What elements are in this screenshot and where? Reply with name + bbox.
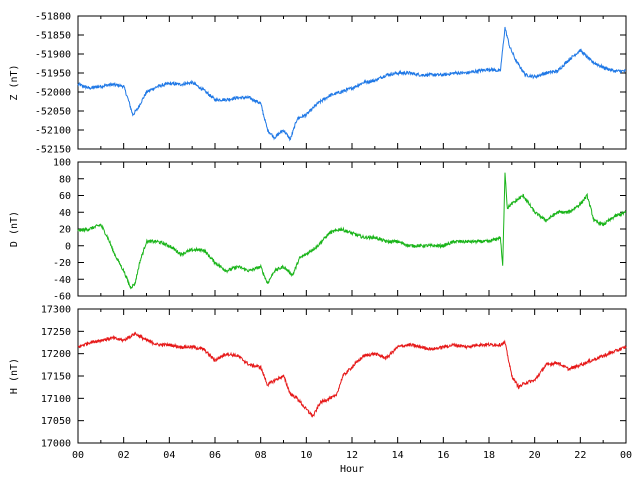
d-ytick-label: -20 xyxy=(53,258,71,269)
xtick-label: 14 xyxy=(392,450,404,461)
d-ytick-label: 20 xyxy=(59,225,71,236)
z-ytick-label: -51850 xyxy=(35,31,71,42)
h-ytick-label: 17000 xyxy=(41,439,71,450)
d-ylabel: D (nT) xyxy=(9,211,20,247)
d-plot-frame xyxy=(77,161,627,297)
h-ytick-label: 17050 xyxy=(41,416,71,427)
h-ylabel: H (nT) xyxy=(9,358,20,394)
z-panel: -52150 -52100 -52050 -52000 -51950 -51900 -518… xyxy=(9,12,627,156)
xtick-label: 00 xyxy=(620,450,632,461)
z-series-line xyxy=(77,26,626,142)
z-ytick-label: -51950 xyxy=(35,69,71,80)
d-ytick-label: 100 xyxy=(53,158,71,169)
d-ytick-label: 0 xyxy=(65,241,71,252)
h-ytick-label: 17100 xyxy=(41,394,71,405)
xtick-label: 22 xyxy=(574,450,586,461)
z-plot-frame xyxy=(77,15,627,150)
d-ytick-label: 80 xyxy=(59,174,71,185)
d-ytick-label: -60 xyxy=(53,292,71,303)
xtick-label: 02 xyxy=(118,450,130,461)
d-ytick-label: -40 xyxy=(53,275,71,286)
xlabel: Hour xyxy=(340,464,364,475)
xtick-label: 00 xyxy=(72,450,84,461)
xtick-label: 20 xyxy=(529,450,541,461)
z-ytick-label: -52000 xyxy=(35,88,71,99)
xtick-label: 06 xyxy=(209,450,221,461)
h-ytick-label: 17250 xyxy=(41,327,71,338)
d-panel: -60 -40 -20 0 20 40 60 80 100 D (nT) xyxy=(9,158,627,303)
xtick-label: 10 xyxy=(300,450,312,461)
z-ytick-label: -52100 xyxy=(35,126,71,137)
xtick-label: 04 xyxy=(163,450,175,461)
d-ytick-label: 60 xyxy=(59,191,71,202)
z-ylabel: Z (nT) xyxy=(9,64,20,100)
h-panel: 17000 17050 17100 17150 17200 17250 17300 H (nT… xyxy=(9,305,632,476)
d-series-line xyxy=(77,172,627,290)
z-ytick-label: -52150 xyxy=(35,145,71,156)
xtick-label: 12 xyxy=(346,450,358,461)
h-series-line xyxy=(77,331,627,418)
d-ytick-label: 40 xyxy=(59,208,71,219)
z-ytick-label: -51900 xyxy=(35,50,71,61)
z-ytick-label: -52050 xyxy=(35,107,71,118)
h-ytick-label: 17150 xyxy=(41,372,71,383)
h-ytick-label: 17200 xyxy=(41,349,71,360)
xtick-label: 18 xyxy=(483,450,495,461)
z-ytick-label: -51800 xyxy=(35,12,71,23)
xtick-label: 08 xyxy=(255,450,267,461)
xtick-label: 16 xyxy=(437,450,449,461)
h-ytick-label: 17300 xyxy=(41,305,71,316)
h-plot-frame xyxy=(77,308,627,444)
